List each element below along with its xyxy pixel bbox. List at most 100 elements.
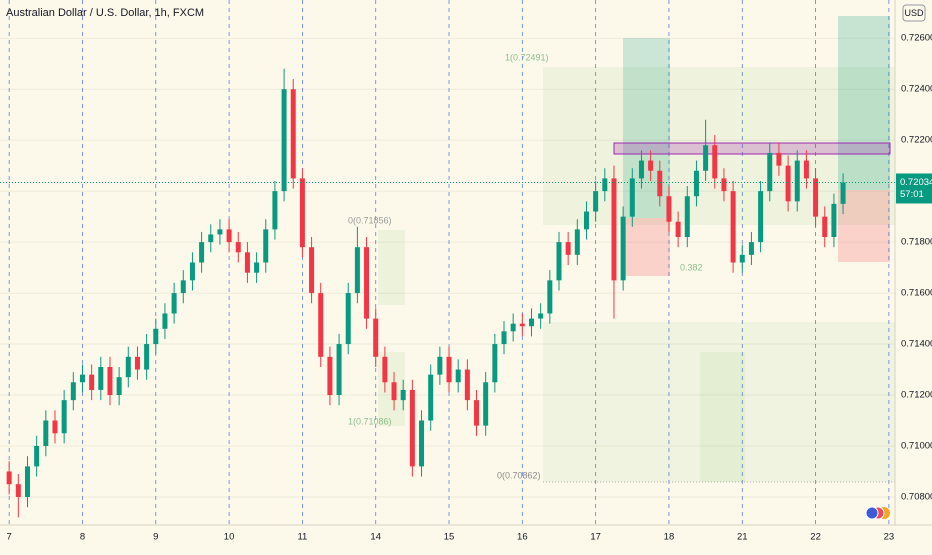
candle-body <box>98 366 104 390</box>
chart-title: Australian Dollar / U.S. Dollar, 1h, FXC… <box>6 7 204 19</box>
candle-body <box>675 221 681 238</box>
candle-body <box>620 216 626 281</box>
x-tick-label: 22 <box>810 532 821 543</box>
candle-body <box>89 374 95 390</box>
candle-body <box>318 293 324 357</box>
x-tick-label: 18 <box>664 532 675 543</box>
candle-body <box>309 247 315 294</box>
fib-zone <box>378 352 405 426</box>
candle-body <box>437 356 443 375</box>
candle-body <box>327 356 333 396</box>
candle-body <box>583 211 589 230</box>
candle-body <box>382 356 388 383</box>
fib-label: 0(0.70862) <box>497 470 541 480</box>
candle-body <box>657 170 663 197</box>
candle-body <box>483 382 489 426</box>
candle-body <box>79 374 85 383</box>
candle-body <box>263 229 269 263</box>
candle-body <box>556 242 562 281</box>
y-tick-label: 0.71200 <box>901 390 932 401</box>
candle-body <box>299 178 305 248</box>
long-target <box>838 16 890 190</box>
candle-body <box>574 229 580 255</box>
candle-body <box>189 262 195 281</box>
candle-body <box>354 247 360 294</box>
candle-body <box>776 152 782 166</box>
candle-body <box>43 420 49 446</box>
candle-body <box>235 242 241 253</box>
candle-body <box>217 229 223 235</box>
candle-body <box>693 170 699 197</box>
last-price-box <box>896 173 932 204</box>
y-tick-label: 0.71000 <box>901 441 932 452</box>
x-tick-label: 21 <box>737 532 748 543</box>
candle-body <box>721 178 727 192</box>
candle-body <box>208 234 214 243</box>
fib-label: 1(0.71086) <box>348 416 392 426</box>
candle-body <box>281 89 287 192</box>
candle-body <box>492 344 498 383</box>
y-tick-label: 0.72600 <box>901 33 932 44</box>
candle-body <box>254 262 260 273</box>
x-tick-label: 14 <box>370 532 381 543</box>
candles <box>6 68 846 518</box>
candle-body <box>199 242 205 263</box>
resistance-box <box>613 142 891 155</box>
y-tick-label: 0.72400 <box>901 84 932 95</box>
candle-body <box>446 356 452 383</box>
candle-body <box>666 196 672 222</box>
x-tick-label: 17 <box>590 532 601 543</box>
candle-body <box>684 196 690 238</box>
candle-body <box>602 178 608 192</box>
candle-body <box>24 466 30 497</box>
candle-body <box>739 254 745 263</box>
candle-body <box>391 382 397 401</box>
candle-body <box>162 313 168 329</box>
candle-body <box>501 331 507 345</box>
x-tick-label: 7 <box>7 532 12 543</box>
candle-body <box>6 471 12 485</box>
candle-body <box>373 318 379 357</box>
candle-body <box>226 229 232 243</box>
countdown: 57:01 <box>900 189 924 200</box>
candle-body <box>34 445 40 467</box>
candle-body <box>272 191 278 230</box>
flag-icon <box>865 506 879 520</box>
fib-zone <box>378 230 405 305</box>
last-price: 0.72034 <box>900 177 932 188</box>
candle-body <box>565 242 571 255</box>
x-tick-label: 10 <box>224 532 235 543</box>
candle-body <box>538 313 544 319</box>
x-tick-label: 15 <box>444 532 455 543</box>
candle-body <box>831 203 837 238</box>
candle-body <box>364 247 370 319</box>
candle-body <box>794 160 800 202</box>
candle-body <box>803 160 809 179</box>
fib-label: 0(0.71856) <box>348 215 392 225</box>
candle-body <box>529 318 535 327</box>
candle-body <box>345 293 351 345</box>
candle-body <box>244 252 250 273</box>
fib-label: 1(0.72491) <box>505 52 549 62</box>
candle-body <box>629 178 635 217</box>
candle-body <box>822 216 828 238</box>
y-tick-label: 0.70800 <box>901 491 932 502</box>
fib-label: 0.382 <box>680 262 703 272</box>
candle-body <box>519 323 525 327</box>
flags <box>865 506 890 520</box>
drawings: 1(0.72491) 0(0.71856) 1(0.71086) 0(0.708… <box>348 16 895 483</box>
candle-body <box>428 374 434 421</box>
candle-body <box>153 328 159 345</box>
candle-body <box>785 165 791 202</box>
y-tick-label: 0.72200 <box>901 135 932 146</box>
candle-body <box>712 145 718 179</box>
candle-body <box>125 356 131 378</box>
candle-body <box>464 369 470 401</box>
currency: USD <box>904 8 924 18</box>
candle-body <box>290 89 296 179</box>
y-tick-label: 0.71400 <box>901 339 932 350</box>
x-tick-label: 8 <box>80 532 85 543</box>
candle-body <box>180 280 186 294</box>
